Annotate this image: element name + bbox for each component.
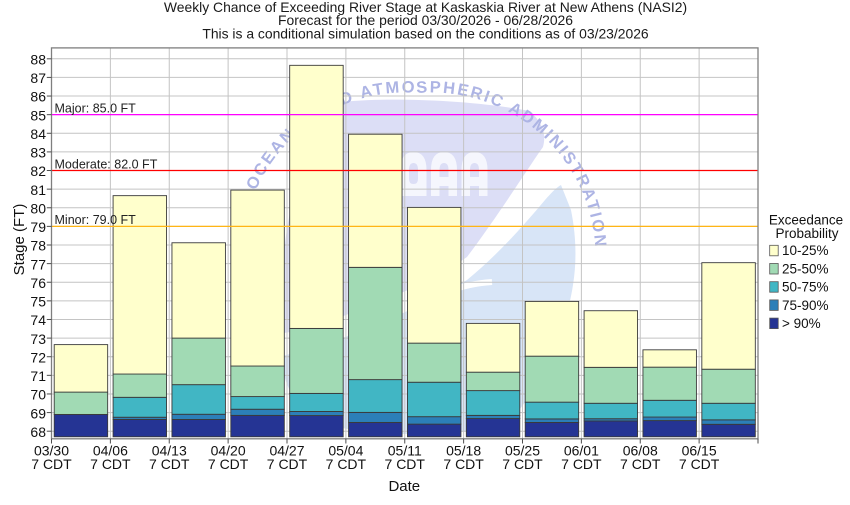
svg-text:85: 85 bbox=[30, 107, 46, 123]
svg-text:78: 78 bbox=[30, 238, 46, 254]
svg-text:7 CDT: 7 CDT bbox=[679, 456, 720, 472]
svg-text:04/13: 04/13 bbox=[152, 443, 187, 459]
svg-text:7 CDT: 7 CDT bbox=[443, 456, 484, 472]
svg-text:69: 69 bbox=[30, 405, 46, 421]
svg-text:7 CDT: 7 CDT bbox=[561, 456, 602, 472]
svg-text:75-90%: 75-90% bbox=[782, 298, 829, 313]
svg-text:Forecast for the period 03/30/: Forecast for the period 03/30/2026 - 06/… bbox=[278, 12, 573, 28]
svg-text:7 CDT: 7 CDT bbox=[620, 456, 661, 472]
svg-text:04/20: 04/20 bbox=[211, 443, 246, 459]
svg-text:06/15: 06/15 bbox=[682, 443, 717, 459]
svg-text:82: 82 bbox=[30, 163, 46, 179]
svg-text:05/11: 05/11 bbox=[388, 443, 422, 459]
svg-text:87: 87 bbox=[30, 70, 46, 86]
svg-text:7 CDT: 7 CDT bbox=[31, 456, 72, 472]
svg-text:71: 71 bbox=[30, 368, 46, 384]
svg-text:74: 74 bbox=[30, 312, 46, 328]
svg-text:7 CDT: 7 CDT bbox=[502, 456, 543, 472]
svg-text:10-25%: 10-25% bbox=[782, 243, 829, 258]
svg-text:05/25: 05/25 bbox=[505, 443, 540, 459]
svg-text:83: 83 bbox=[30, 145, 46, 161]
svg-text:7 CDT: 7 CDT bbox=[208, 456, 249, 472]
svg-text:77: 77 bbox=[30, 256, 46, 272]
svg-text:Major: 85.0 FT: Major: 85.0 FT bbox=[55, 102, 137, 116]
svg-text:68: 68 bbox=[30, 424, 46, 440]
svg-text:72: 72 bbox=[30, 349, 46, 365]
svg-text:Weekly Chance of Exceeding Riv: Weekly Chance of Exceeding River Stage a… bbox=[164, 0, 687, 15]
svg-text:06/08: 06/08 bbox=[623, 443, 658, 459]
svg-text:79: 79 bbox=[30, 219, 46, 235]
svg-text:04/06: 04/06 bbox=[93, 443, 128, 459]
svg-text:50-75%: 50-75% bbox=[782, 280, 829, 295]
svg-text:Minor: 79.0 FT: Minor: 79.0 FT bbox=[55, 213, 137, 227]
svg-text:04/27: 04/27 bbox=[269, 443, 304, 459]
svg-text:Moderate: 82.0 FT: Moderate: 82.0 FT bbox=[55, 157, 158, 171]
svg-text:75: 75 bbox=[30, 294, 46, 310]
svg-text:7 CDT: 7 CDT bbox=[267, 456, 308, 472]
svg-text:7 CDT: 7 CDT bbox=[90, 456, 131, 472]
svg-text:Exceedance: Exceedance bbox=[769, 213, 843, 228]
svg-text:81: 81 bbox=[30, 182, 46, 198]
svg-text:06/01: 06/01 bbox=[564, 443, 599, 459]
svg-text:73: 73 bbox=[30, 331, 46, 347]
svg-text:7 CDT: 7 CDT bbox=[326, 456, 367, 472]
svg-text:03/30: 03/30 bbox=[34, 443, 69, 459]
svg-text:This is a conditional simulati: This is a conditional simulation based o… bbox=[202, 26, 649, 42]
svg-text:05/04: 05/04 bbox=[328, 443, 363, 459]
svg-text:7 CDT: 7 CDT bbox=[149, 456, 190, 472]
svg-text:7 CDT: 7 CDT bbox=[385, 456, 426, 472]
svg-text:Stage (FT): Stage (FT) bbox=[11, 204, 28, 276]
svg-text:88: 88 bbox=[30, 52, 46, 68]
svg-text:> 90%: > 90% bbox=[782, 316, 821, 331]
svg-text:Probability: Probability bbox=[775, 226, 838, 241]
svg-text:76: 76 bbox=[30, 275, 46, 291]
svg-text:86: 86 bbox=[30, 89, 46, 105]
svg-text:80: 80 bbox=[30, 200, 46, 216]
svg-text:Date: Date bbox=[388, 478, 420, 495]
svg-text:05/18: 05/18 bbox=[446, 443, 481, 459]
svg-text:70: 70 bbox=[30, 387, 46, 403]
svg-text:84: 84 bbox=[30, 126, 46, 142]
svg-text:25-50%: 25-50% bbox=[782, 261, 829, 276]
